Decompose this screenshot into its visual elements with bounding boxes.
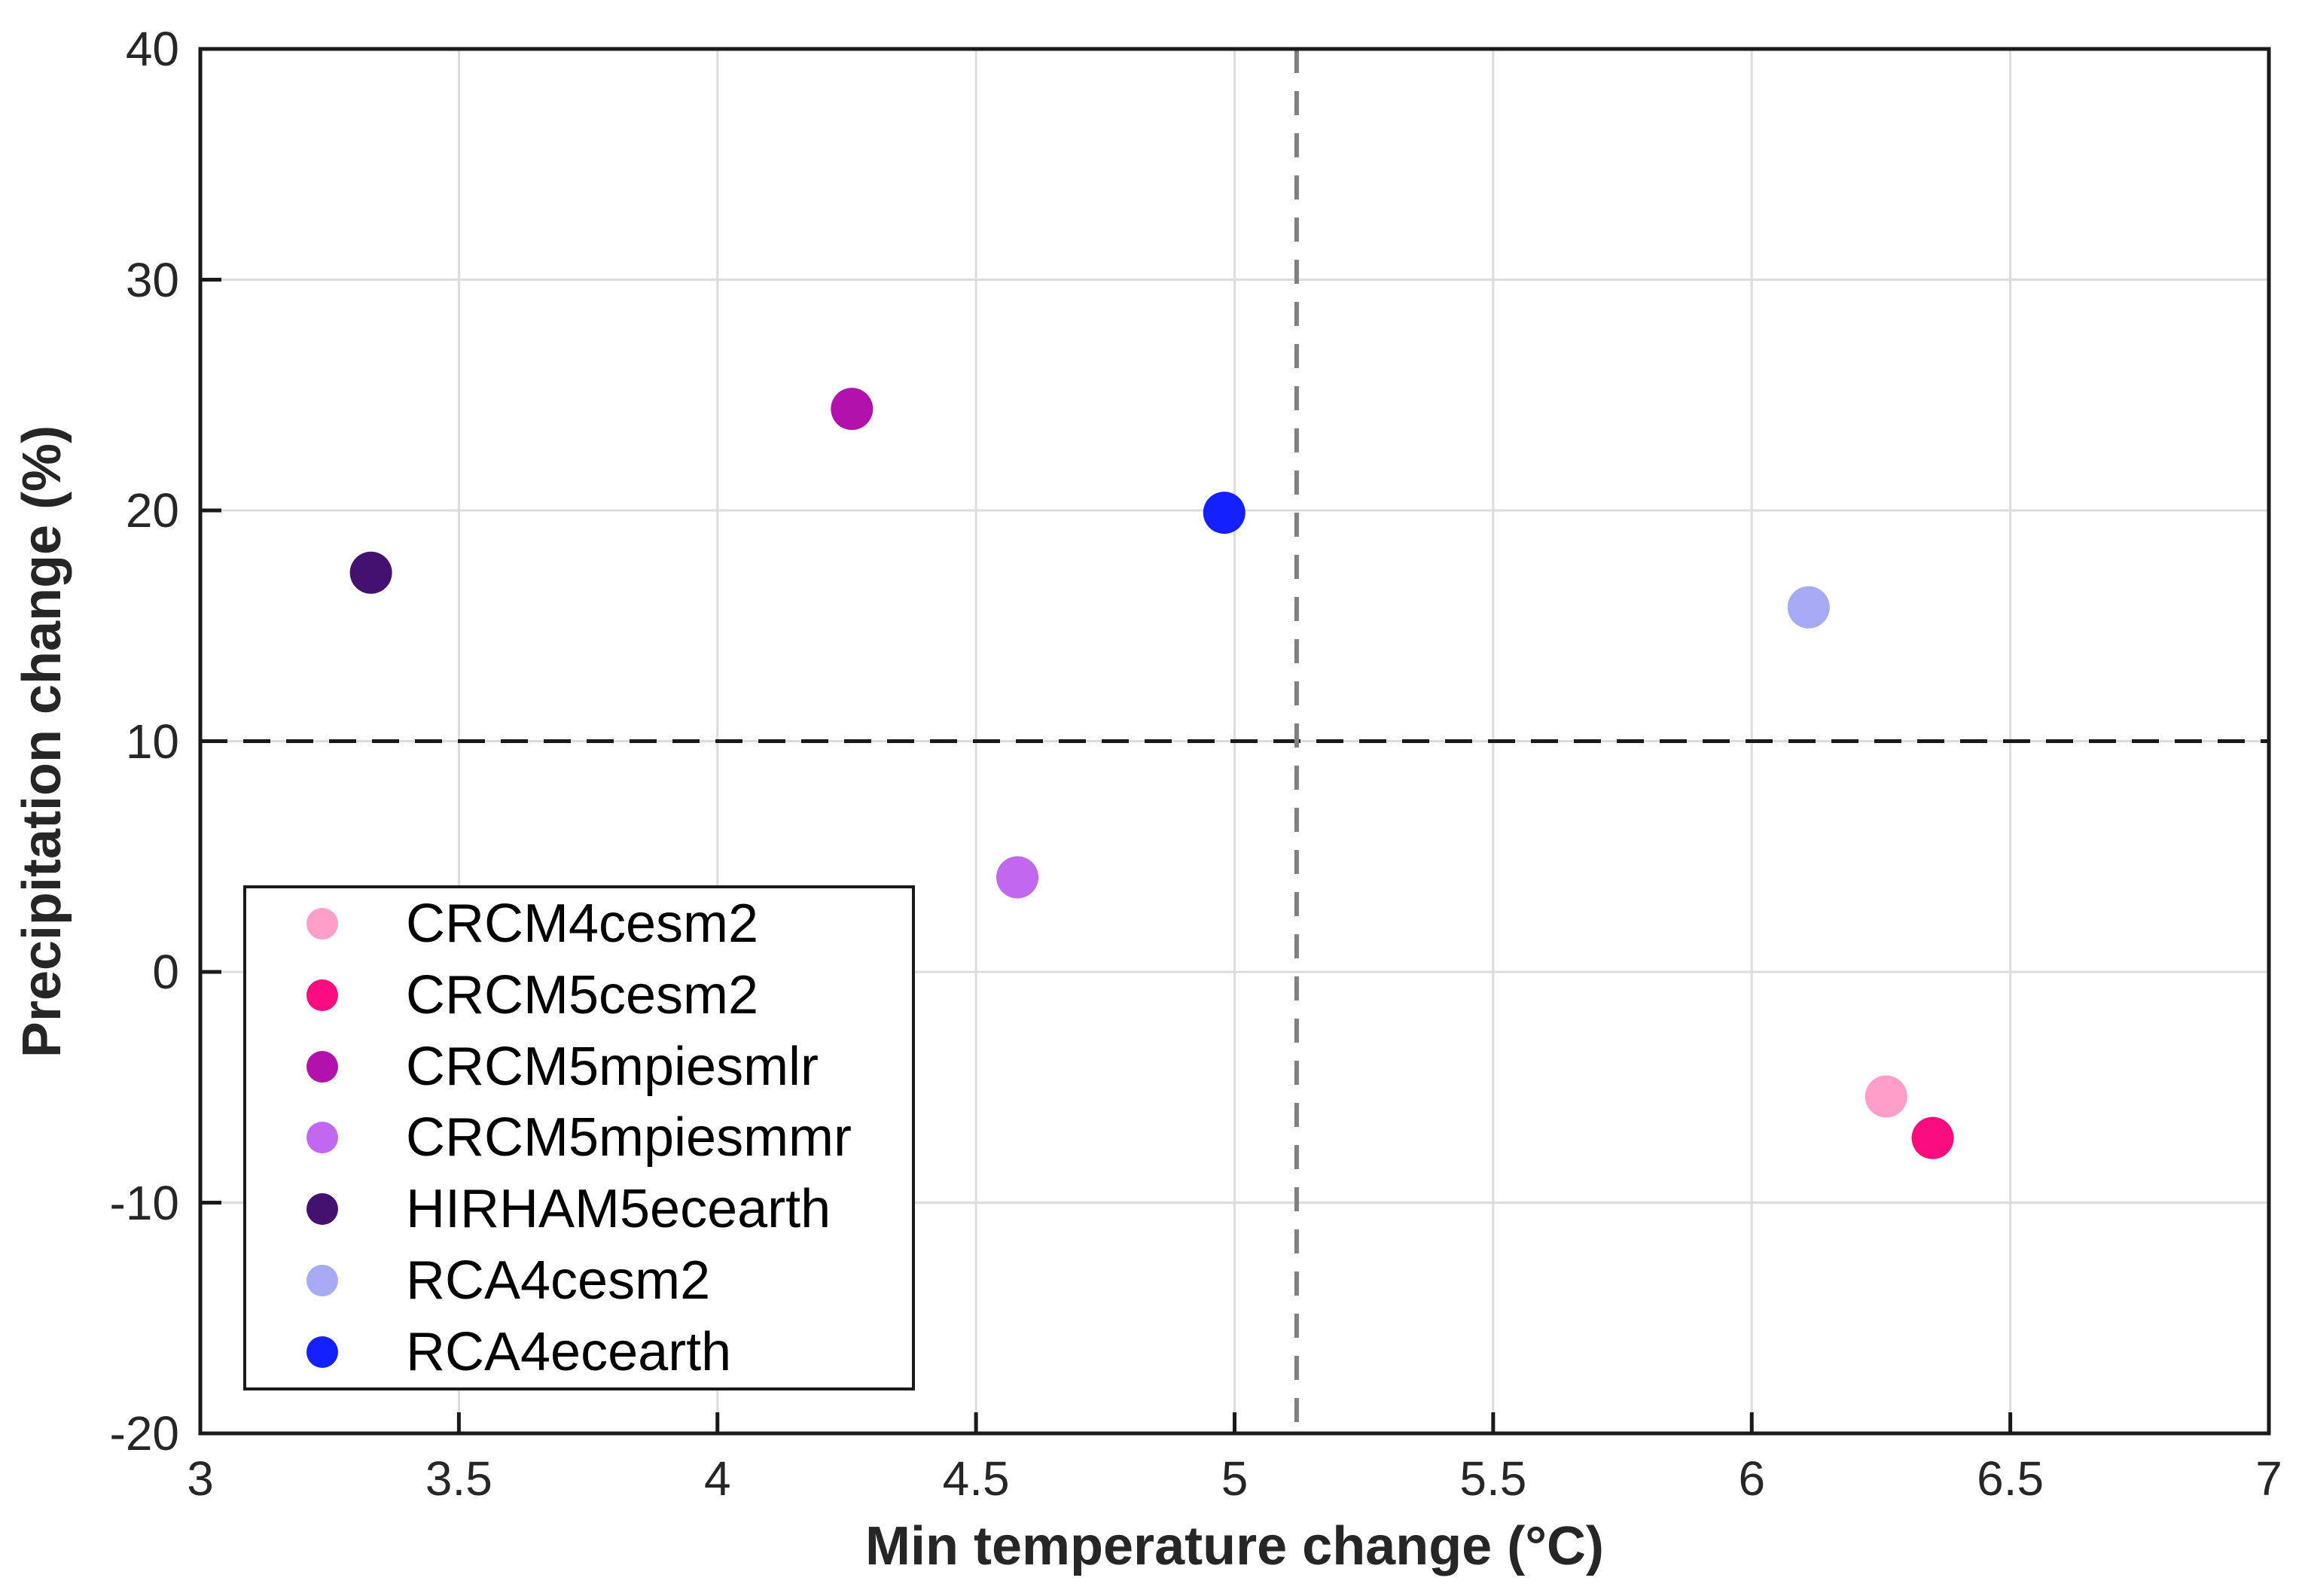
legend-item-RCA4cesm2: RCA4cesm2	[246, 1246, 912, 1315]
legend-label: RCA4ecearth	[406, 1321, 732, 1382]
legend-label: CRCM5cesm2	[406, 965, 759, 1026]
x-tick-label-3: 3	[187, 1451, 214, 1506]
legend-marker-icon	[306, 1193, 338, 1226]
x-tick-label-4: 4	[703, 1451, 731, 1506]
legend-marker-icon	[306, 908, 338, 940]
y-tick-label-0: 0	[152, 945, 179, 999]
data-point-CRCM5mpiesmlr	[831, 388, 874, 431]
x-axis-title: Min temperature change (°C)	[865, 1516, 1604, 1576]
legend-item-CRCM5cesm2: CRCM5cesm2	[246, 961, 912, 1030]
legend-marker-icon	[306, 979, 338, 1012]
y-tick-label--10: -10	[109, 1175, 180, 1230]
data-point-CRCM5mpiesmmr	[996, 856, 1039, 899]
data-point-RCA4ecearth	[1203, 492, 1246, 535]
y-tick-label-30: 30	[125, 252, 179, 307]
x-tick-label-5.5: 5.5	[1459, 1451, 1527, 1506]
data-point-RCA4cesm2	[1787, 586, 1830, 629]
y-axis-title: Precipitation change (%)	[12, 425, 72, 1058]
data-point-CRCM4cesm2	[1865, 1075, 1907, 1118]
x-tick-label-6: 6	[1738, 1451, 1766, 1506]
x-tick-label-6.5: 6.5	[1977, 1451, 2044, 1506]
legend-item-RCA4ecearth: RCA4ecearth	[246, 1317, 912, 1387]
data-point-CRCM5cesm2	[1911, 1116, 1954, 1159]
x-tick-label-4.5: 4.5	[942, 1451, 1010, 1506]
legend-marker-icon	[306, 1336, 338, 1368]
x-tick-label-3.5: 3.5	[425, 1451, 492, 1506]
legend-item-CRCM5mpiesmmr: CRCM5mpiesmmr	[246, 1103, 912, 1172]
legend-label: HIRHAM5ecearth	[406, 1179, 831, 1240]
legend: CRCM4cesm2 CRCM5cesm2 CRCM5mpiesmlr CRCM5mp…	[243, 885, 915, 1390]
data-point-HIRHAM5ecearth	[349, 551, 392, 594]
legend-item-CRCM5mpiesmlr: CRCM5mpiesmlr	[246, 1032, 912, 1101]
legend-marker-icon	[306, 1050, 338, 1083]
legend-item-CRCM4cesm2: CRCM4cesm2	[246, 889, 912, 958]
legend-label: CRCM4cesm2	[406, 894, 759, 955]
legend-label: CRCM5mpiesmmr	[406, 1107, 852, 1168]
legend-label: CRCM5mpiesmlr	[406, 1036, 819, 1097]
legend-marker-icon	[306, 1122, 338, 1154]
legend-marker-icon	[306, 1264, 338, 1296]
x-tick-label-5: 5	[1221, 1451, 1249, 1506]
y-tick-label-40: 40	[125, 22, 179, 76]
y-tick-label-10: 10	[125, 714, 179, 769]
legend-item-HIRHAM5ecearth: HIRHAM5ecearth	[246, 1174, 912, 1244]
x-tick-label-7: 7	[2255, 1451, 2282, 1506]
legend-label: RCA4cesm2	[406, 1250, 711, 1311]
y-tick-label--20: -20	[109, 1406, 180, 1460]
y-tick-label-20: 20	[125, 483, 179, 538]
